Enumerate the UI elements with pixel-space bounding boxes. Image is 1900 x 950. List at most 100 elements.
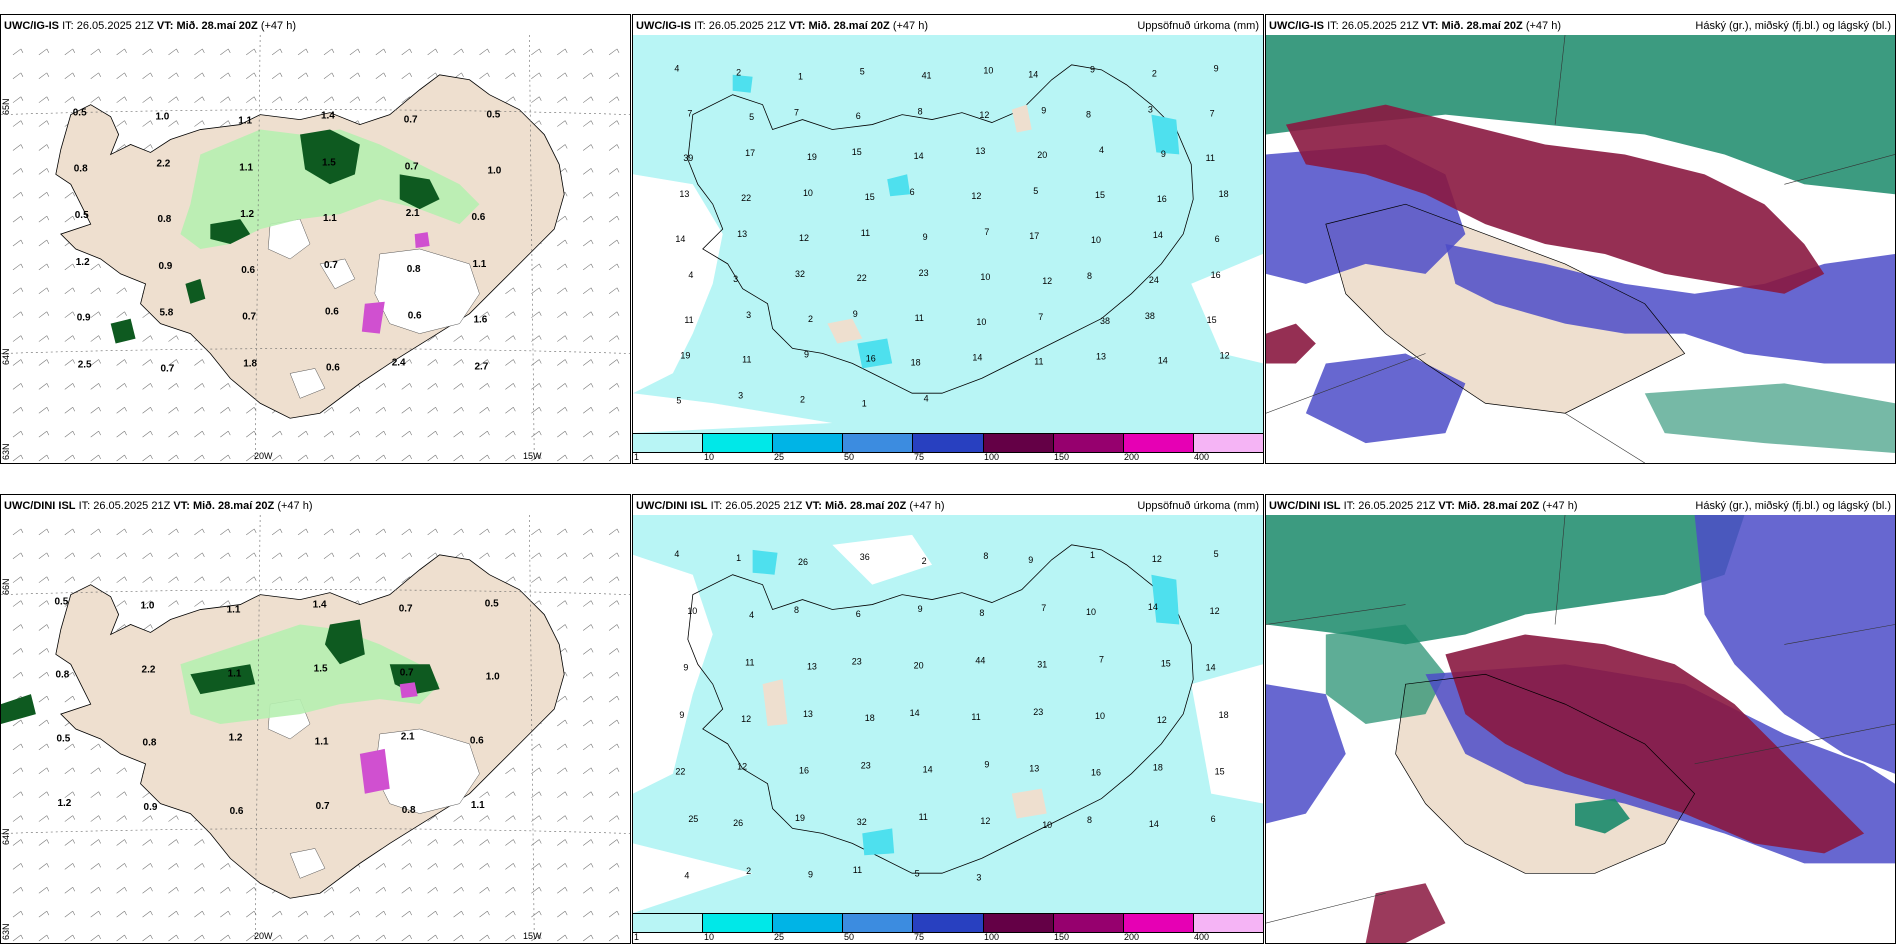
precip-value: 12	[1152, 554, 1162, 564]
precip-value: 11	[853, 865, 862, 875]
colorbar-label: 75	[914, 452, 925, 462]
precip-value: 3	[738, 391, 743, 401]
it-label: IT:	[710, 500, 723, 512]
wind-barb	[271, 552, 283, 560]
precip-value: 36	[860, 552, 870, 562]
precip-value: 5	[915, 869, 920, 879]
vt-value: Mið. 28.maí 20Z	[176, 20, 258, 32]
precip-value: 8	[794, 605, 799, 615]
precip-value: 1	[862, 399, 867, 409]
wind-barb	[608, 695, 620, 703]
coastline	[1325, 203, 1686, 414]
wind-barb	[582, 648, 594, 655]
precip-value: 6	[910, 187, 915, 197]
colorbar-swatch	[1123, 914, 1194, 932]
precip-value: 3	[976, 873, 981, 883]
wind-barb	[90, 528, 101, 536]
precip-value: 9	[1214, 63, 1219, 73]
it-label: IT:	[1327, 20, 1339, 32]
precip-value: 1	[736, 553, 741, 563]
wind-barb	[557, 910, 568, 918]
wind-barb	[453, 383, 464, 390]
wind-barb	[608, 383, 620, 390]
precip-cyan-4	[732, 74, 753, 93]
wind-barb	[531, 96, 542, 103]
it-label: IT:	[1343, 500, 1356, 512]
wind-barb	[116, 887, 127, 894]
panel-bottom-precip: UWC/DINI ISL IT: 26.05.2025 21Z VT: Mið.…	[632, 494, 1264, 944]
wind-barb	[453, 934, 464, 942]
wind-barb	[608, 72, 620, 80]
wind-barb	[271, 96, 283, 103]
wind-barb	[12, 263, 24, 271]
wind-barb	[479, 863, 490, 870]
colorbar-swatch	[1053, 914, 1124, 932]
wind-barb	[557, 48, 568, 56]
precip-value-labels: 0.5 1.0 1.1 1.4 0.7 0.5 0.8 2.2 1.1 1.5 0.7 1.0 0.5 0…	[73, 108, 502, 375]
wind-barb	[12, 96, 24, 103]
precip-value: 10	[687, 606, 697, 616]
wind-barb	[38, 600, 50, 607]
wind-barb	[582, 528, 594, 536]
wind-barb	[116, 359, 127, 366]
wind-barb	[608, 576, 620, 583]
precip-value: 12	[980, 816, 990, 826]
wind-barb	[608, 887, 620, 894]
wind-barb	[116, 96, 127, 103]
precip-value: 12	[799, 233, 809, 243]
precip-dry-east	[1191, 664, 1263, 804]
precip-value: 6	[856, 609, 861, 619]
wind-barb	[168, 96, 179, 103]
precip-value: 0.5	[54, 596, 68, 607]
wind-barb	[608, 168, 620, 175]
precip-value: 8	[983, 551, 988, 561]
wind-barb	[142, 430, 153, 438]
wind-barb	[582, 192, 594, 199]
wind-barb	[12, 791, 24, 798]
cloud-mid-south	[1365, 883, 1446, 943]
panel-top-clouds: UWC/IG-IS IT: 26.05.2025 21Z VT: Mið. 28…	[1265, 14, 1896, 464]
wind-barb	[12, 215, 24, 223]
precip-value: 0.8	[158, 214, 172, 225]
precip-value: 5	[860, 66, 865, 76]
wind-barb	[582, 287, 594, 295]
precip-value: 38	[1145, 311, 1155, 321]
precip-value: 16	[1157, 194, 1167, 204]
wind-barb	[38, 648, 50, 655]
wind-barb	[427, 407, 438, 414]
wind-barb	[38, 454, 50, 462]
wind-barb	[64, 576, 76, 583]
precip-value: 23	[1033, 707, 1043, 717]
wind-barb	[557, 96, 568, 103]
wind-barb	[220, 576, 231, 583]
wind-barb	[401, 407, 412, 414]
lon-label-20w: 20W	[254, 451, 273, 461]
wind-barb	[12, 239, 24, 247]
precip-green-dark-3	[190, 664, 256, 695]
precip-value: 22	[675, 767, 685, 777]
wind-barb	[427, 383, 438, 390]
wind-barb	[64, 910, 76, 918]
vt-label: VT:	[805, 500, 822, 512]
precip-value: 2.1	[401, 732, 415, 743]
precip-title: Uppsöfnuð úrkoma (mm)	[1137, 20, 1259, 32]
wind-barb	[427, 815, 438, 822]
land-patch-1	[1011, 104, 1032, 133]
precip-cyan-2	[1151, 114, 1180, 155]
wind-barb	[38, 287, 50, 295]
wind-barb	[557, 528, 568, 536]
model-name: UWC/IG-IS	[636, 20, 691, 32]
wind-barb	[375, 576, 387, 583]
iceland-outline	[687, 544, 1194, 874]
wind-barb	[142, 576, 153, 583]
precip-dry-west	[633, 554, 713, 794]
wind-barb	[427, 359, 438, 366]
wind-barb	[12, 144, 24, 151]
wind-barb	[90, 287, 101, 295]
wind-barb	[116, 528, 127, 536]
wind-barb	[12, 648, 24, 655]
precip-value: 0.8	[143, 738, 157, 749]
wind-barb	[608, 719, 620, 727]
precip-green-light	[180, 624, 440, 725]
boundary-lines	[1266, 35, 1895, 463]
